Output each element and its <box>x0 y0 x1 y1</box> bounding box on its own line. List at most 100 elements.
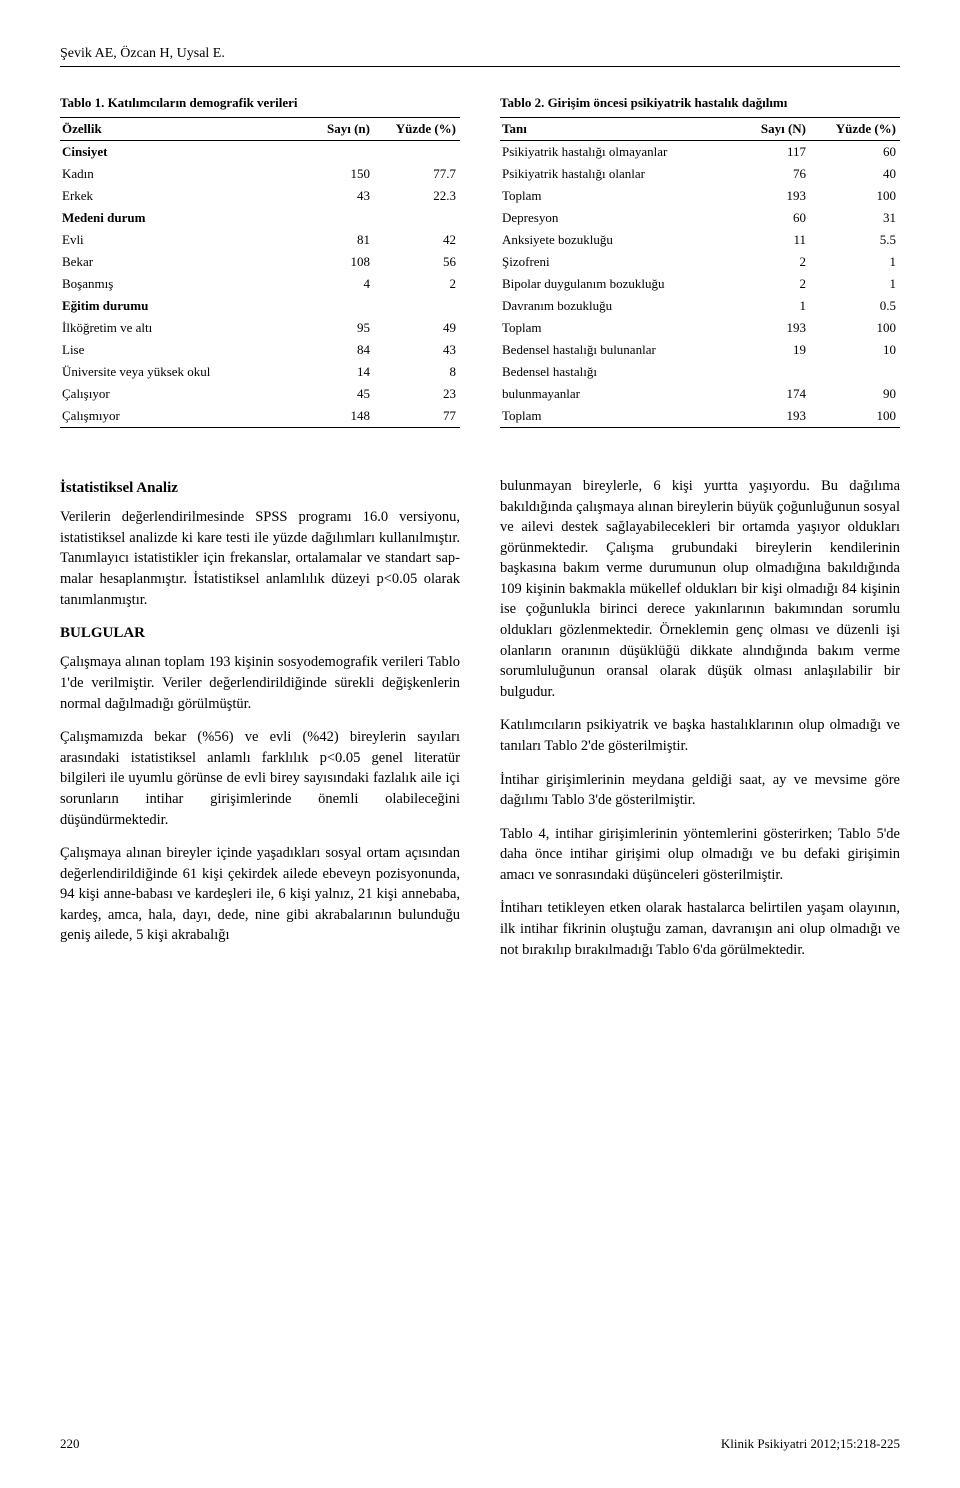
t1-label: Cinsiyet <box>60 141 308 164</box>
t1-p: 2 <box>384 273 460 295</box>
t2-label: Toplam <box>500 317 740 339</box>
t2-p: 1 <box>820 273 900 295</box>
t2-label: Toplam <box>500 405 740 428</box>
table-row: Bipolar duygulanım bozukluğu21 <box>500 273 900 295</box>
t2-col2: Yüzde (%) <box>820 118 900 141</box>
table-row: Bekar10856 <box>60 251 460 273</box>
t1-label: Medeni durum <box>60 207 308 229</box>
table-2-title: Tablo 2. Girişim öncesi psikiyatrik hast… <box>500 95 900 111</box>
table-row: Kadın15077.7 <box>60 163 460 185</box>
table-row: Medeni durum <box>60 207 460 229</box>
table-row: Üniversite veya yüksek okul148 <box>60 361 460 383</box>
t2-p: 31 <box>820 207 900 229</box>
t2-label: Bedensel hastalığı bulunanlar <box>500 339 740 361</box>
t1-label: Çalışmıyor <box>60 405 308 428</box>
t2-n: 2 <box>740 251 820 273</box>
t2-label: Bipolar duygulanım bozukluğu <box>500 273 740 295</box>
t1-n <box>308 141 384 164</box>
results-heading: BULGULAR <box>60 623 460 644</box>
t2-n: 19 <box>740 339 820 361</box>
t2-n: 60 <box>740 207 820 229</box>
t1-p: 77.7 <box>384 163 460 185</box>
table-row: Boşanmış42 <box>60 273 460 295</box>
t2-p <box>820 361 900 383</box>
t2-label: Depresyon <box>500 207 740 229</box>
left-p3: Çalışmamızda bekar (%56) ve evli (%42) b… <box>60 727 460 830</box>
right-p5: İntiharı tetikleyen etken olarak hastala… <box>500 898 900 960</box>
t1-p <box>384 207 460 229</box>
t1-n: 95 <box>308 317 384 339</box>
page-number: 220 <box>60 1436 80 1452</box>
t1-label: Bekar <box>60 251 308 273</box>
right-p1: bulunmayan bireylerle, 6 kişi yurtta yaş… <box>500 476 900 702</box>
t1-p <box>384 295 460 317</box>
right-p2: Katılımcıların psikiyatrik ve başka hast… <box>500 715 900 756</box>
t1-p: 43 <box>384 339 460 361</box>
tables-row: Tablo 1. Katılımcıların demografik veril… <box>60 95 900 428</box>
journal-ref: Klinik Psikiyatri 2012;15:218-225 <box>721 1436 900 1452</box>
t2-p: 0.5 <box>820 295 900 317</box>
t2-n: 193 <box>740 405 820 428</box>
t1-p: 22.3 <box>384 185 460 207</box>
t1-n <box>308 207 384 229</box>
table-2: Tablo 2. Girişim öncesi psikiyatrik hast… <box>500 95 900 428</box>
table-row: Çalışmıyor14877 <box>60 405 460 428</box>
right-p4: Tablo 4, intihar girişimlerinin yöntemle… <box>500 824 900 886</box>
t1-label: Çalışıyor <box>60 383 308 405</box>
t2-n: 174 <box>740 383 820 405</box>
t1-label: Üniversite veya yüksek okul <box>60 361 308 383</box>
page-footer: 220 Klinik Psikiyatri 2012;15:218-225 <box>60 1436 900 1452</box>
t1-label: Evli <box>60 229 308 251</box>
t1-col1: Sayı (n) <box>308 118 384 141</box>
table-row: Toplam193100 <box>500 317 900 339</box>
t2-n: 1 <box>740 295 820 317</box>
table-row: Eğitim durumu <box>60 295 460 317</box>
t2-p: 5.5 <box>820 229 900 251</box>
t1-n: 148 <box>308 405 384 428</box>
table-row: Psikiyatrik hastalığı olanlar7640 <box>500 163 900 185</box>
stats-heading: İstatistiksel Analiz <box>60 478 460 499</box>
table-row: Toplam193100 <box>500 405 900 428</box>
t1-label: Boşanmış <box>60 273 308 295</box>
t1-n <box>308 295 384 317</box>
table-row: Davranım bozukluğu10.5 <box>500 295 900 317</box>
t2-p: 100 <box>820 405 900 428</box>
t2-label: Anksiyete bozukluğu <box>500 229 740 251</box>
t2-col1: Sayı (N) <box>740 118 820 141</box>
t2-label: Şizofreni <box>500 251 740 273</box>
t2-n: 193 <box>740 317 820 339</box>
t2-col0: Tanı <box>500 118 740 141</box>
table-row: Anksiyete bozukluğu115.5 <box>500 229 900 251</box>
left-p4: Çalışmaya alınan bireyler içinde yaşadık… <box>60 843 460 946</box>
t2-label: Toplam <box>500 185 740 207</box>
t2-p: 100 <box>820 185 900 207</box>
t2-label: Psikiyatrik hastalığı olanlar <box>500 163 740 185</box>
t2-p: 10 <box>820 339 900 361</box>
t2-p: 1 <box>820 251 900 273</box>
t2-p: 40 <box>820 163 900 185</box>
t2-n <box>740 361 820 383</box>
left-column: İstatistiksel Analiz Verilerin değerlend… <box>60 476 460 973</box>
table-row: İlköğretim ve altı9549 <box>60 317 460 339</box>
table-row: Depresyon6031 <box>500 207 900 229</box>
t1-label: Erkek <box>60 185 308 207</box>
t1-n: 14 <box>308 361 384 383</box>
t1-n: 84 <box>308 339 384 361</box>
table-row: Bedensel hastalığı bulunanlar1910 <box>500 339 900 361</box>
table-row: Cinsiyet <box>60 141 460 164</box>
table-row: Erkek4322.3 <box>60 185 460 207</box>
table-row: Psikiyatrik hastalığı olmayanlar11760 <box>500 141 900 164</box>
t1-n: 45 <box>308 383 384 405</box>
left-p2: Çalışmaya alınan toplam 193 kişinin sosy… <box>60 652 460 714</box>
header-rule <box>60 66 900 67</box>
t1-label: Kadın <box>60 163 308 185</box>
t2-n: 11 <box>740 229 820 251</box>
t2-label: Davranım bozukluğu <box>500 295 740 317</box>
t1-p: 77 <box>384 405 460 428</box>
t2-n: 193 <box>740 185 820 207</box>
t2-n: 2 <box>740 273 820 295</box>
t1-p: 56 <box>384 251 460 273</box>
t1-p: 42 <box>384 229 460 251</box>
table-row: Toplam193100 <box>500 185 900 207</box>
t2-p: 100 <box>820 317 900 339</box>
